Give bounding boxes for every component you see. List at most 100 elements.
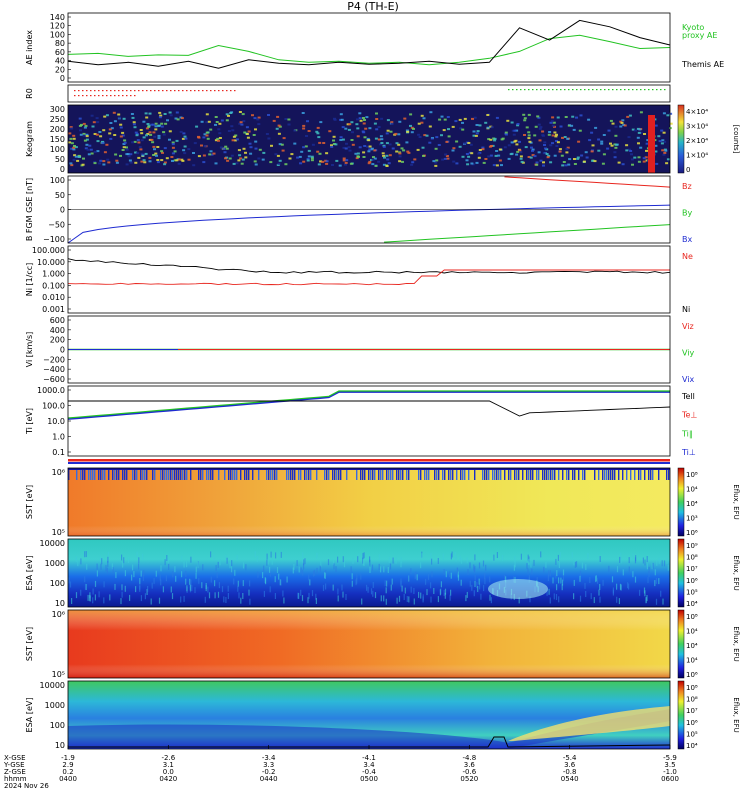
y-tick-label: 200: [50, 336, 65, 345]
keogram-pixel: [108, 128, 112, 131]
keogram-pixel: [363, 145, 367, 147]
keogram-pixel: [119, 135, 123, 138]
keogram-pixel: [156, 161, 160, 164]
keogram-pixel: [516, 124, 520, 127]
esa-e-texture: [413, 588, 415, 594]
keogram-pixel: [133, 140, 137, 143]
esa-e-texture: [75, 556, 77, 563]
keogram-pixel: [558, 148, 562, 151]
sst-e-top-strip: [166, 468, 168, 480]
keogram-pixel: [405, 141, 409, 144]
keogram-pixel: [503, 146, 507, 149]
esa-e-texture: [343, 561, 346, 568]
keogram-pixel: [325, 160, 329, 163]
esa-e-texture: [599, 584, 601, 590]
keogram-pixel: [531, 148, 535, 151]
keogram-pixel: [332, 139, 335, 142]
y-tick-label: 1000.0: [37, 386, 65, 395]
esa-e-texture: [415, 571, 417, 578]
sst-e-top-strip: [522, 468, 524, 480]
esa-e-texture: [362, 553, 364, 559]
esa-e-texture: [662, 598, 664, 605]
x-tick-label: -2.6: [161, 754, 175, 762]
keogram-pixel: [523, 134, 526, 136]
keogram-pixel: [363, 136, 367, 139]
esa-e-texture: [257, 571, 259, 578]
keogram-pixel: [342, 159, 346, 162]
esa-e-texture: [400, 580, 402, 587]
keogram-pixel: [478, 149, 482, 151]
esa-e-texture: [616, 596, 618, 603]
esa-e-texture: [304, 558, 306, 565]
colorbar: [677, 538, 685, 608]
legend-bz: Bz: [682, 182, 692, 191]
esa-e-texture: [227, 585, 229, 592]
panel-frame: [67, 385, 671, 457]
sst-e-top-strip: [532, 468, 534, 480]
keogram-pixel: [645, 149, 648, 152]
keogram-pixel: [421, 146, 425, 149]
flag-bar-red: [68, 459, 670, 462]
keogram-pixel: [561, 136, 564, 139]
esa-e-texture: [298, 566, 300, 573]
panel-frame: [67, 467, 671, 537]
keogram-pixel: [385, 132, 389, 135]
keogram-pixel: [567, 124, 571, 127]
keogram-pixel: [76, 159, 80, 162]
esa-e-texture: [269, 586, 271, 593]
keogram-pixel: [168, 138, 171, 141]
esa-e-texture: [599, 556, 601, 562]
ro-dot: [222, 90, 224, 92]
keogram-pixel: [84, 147, 88, 150]
keogram-pixel: [362, 122, 366, 125]
esa-e-texture: [181, 571, 183, 578]
keogram-pixel: [307, 155, 311, 158]
sst-e-top-strip: [172, 468, 174, 480]
keogram-pixel: [232, 135, 236, 138]
ro-dot: [122, 95, 124, 97]
esa-e-texture: [279, 579, 281, 586]
keogram-pixel: [267, 114, 270, 116]
keogram-pixel: [610, 144, 614, 147]
keogram-pixel: [428, 141, 432, 144]
ro-dot: [234, 90, 236, 92]
series-line-ti-par: [67, 390, 670, 419]
sst-e-top-strip: [298, 468, 300, 480]
sst-e-top-strip: [544, 468, 546, 480]
keogram-pixel: [293, 142, 297, 145]
keogram-pixel: [121, 149, 125, 151]
keogram-pixel: [500, 164, 503, 167]
sst-e-top-strip: [100, 468, 102, 480]
esa-e-texture: [140, 595, 142, 602]
keogram-pixel: [539, 159, 543, 162]
keogram-pixel: [541, 130, 545, 133]
sst-e-top-strip: [424, 468, 426, 480]
sst-e-top-strip: [210, 468, 212, 480]
esa-e-texture: [153, 577, 155, 584]
keogram-pixel: [181, 159, 185, 162]
x-row-label: hhmm: [4, 775, 27, 783]
keogram-pixel: [122, 117, 126, 120]
keogram-pixel: [145, 116, 149, 119]
esa-e-texture: [320, 560, 322, 567]
keogram-pixel: [539, 126, 543, 129]
keogram-pixel: [385, 142, 389, 145]
esa-e-texture: [380, 595, 382, 602]
keogram-pixel: [238, 122, 242, 125]
keogram-pixel: [102, 163, 106, 166]
sst-e-top-strip: [308, 468, 310, 480]
keogram-pixel: [70, 164, 74, 167]
y-tick-label: 20: [55, 65, 65, 74]
sst-e-top-strip: [566, 468, 568, 480]
keogram-pixel: [70, 147, 74, 150]
keogram-pixel: [151, 141, 155, 144]
keogram-pixel: [154, 152, 158, 155]
keogram-pixel: [122, 146, 126, 149]
esa-e-texture: [655, 598, 658, 605]
keogram-pixel: [556, 141, 560, 144]
sst-e-top-strip: [94, 468, 96, 480]
keogram-pixel: [156, 159, 160, 161]
esa-e-texture: [190, 556, 192, 563]
